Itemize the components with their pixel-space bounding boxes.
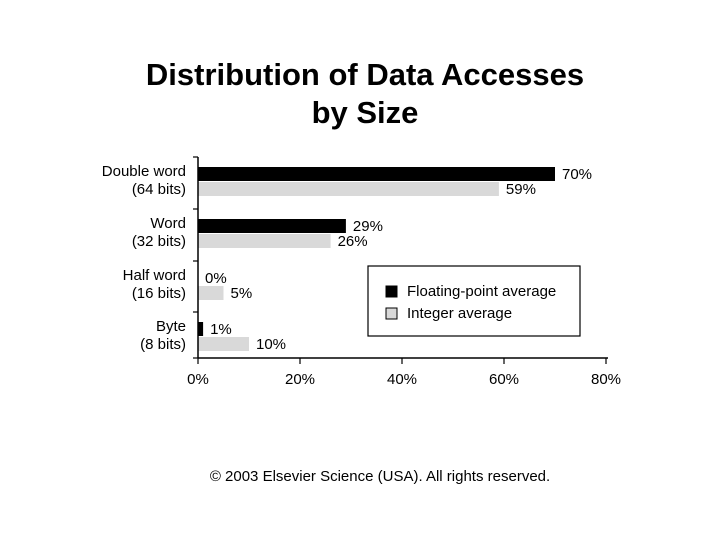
bar-integer bbox=[198, 337, 249, 351]
category-label: (64 bits) bbox=[132, 181, 186, 198]
chart-title-line-1: Distribution of Data Accesses bbox=[145, 57, 585, 92]
bar-value-label: 0% bbox=[205, 270, 227, 287]
bar-value-label: 1% bbox=[210, 321, 232, 338]
chart-title-line-2: by Size bbox=[311, 95, 419, 130]
category-label: Byte bbox=[156, 318, 186, 335]
legend-swatch-floating-point bbox=[385, 285, 398, 298]
x-tick-label: 20% bbox=[285, 371, 315, 388]
bar-integer bbox=[198, 182, 499, 196]
bar-value-label: 5% bbox=[231, 285, 253, 302]
category-label: Double word bbox=[102, 163, 186, 180]
legend-label-floating-point: Floating-point average bbox=[407, 283, 556, 300]
legend: Floating-point average Integer average bbox=[367, 265, 581, 337]
legend-label-integer: Integer average bbox=[407, 305, 512, 322]
bar-value-label: 59% bbox=[506, 181, 536, 198]
category-label: Half word bbox=[123, 267, 186, 284]
bar-value-label: 29% bbox=[353, 218, 383, 235]
x-tick-label: 0% bbox=[187, 371, 209, 388]
category-label: (16 bits) bbox=[132, 285, 186, 302]
bar-value-label: 70% bbox=[562, 166, 592, 183]
legend-box bbox=[367, 265, 581, 337]
x-tick-label: 60% bbox=[489, 371, 519, 388]
x-tick-label: 80% bbox=[591, 371, 621, 388]
category-label: (8 bits) bbox=[140, 336, 186, 353]
x-tick-label: 40% bbox=[387, 371, 417, 388]
bar-floating-point bbox=[198, 322, 204, 336]
bar-integer bbox=[198, 286, 224, 300]
chart-title: Distribution of Data Accesses by Size bbox=[0, 56, 720, 132]
category-label: Word bbox=[150, 215, 186, 232]
copyright-notice: © 2003 Elsevier Science (USA). All right… bbox=[209, 468, 551, 485]
category-label: (32 bits) bbox=[132, 233, 186, 250]
bar-floating-point bbox=[198, 219, 346, 233]
bar-value-label: 10% bbox=[256, 336, 286, 353]
bar-integer bbox=[198, 234, 331, 248]
legend-swatch-integer bbox=[385, 307, 398, 320]
bar-value-label: 26% bbox=[338, 233, 368, 250]
bar-floating-point bbox=[198, 167, 555, 181]
